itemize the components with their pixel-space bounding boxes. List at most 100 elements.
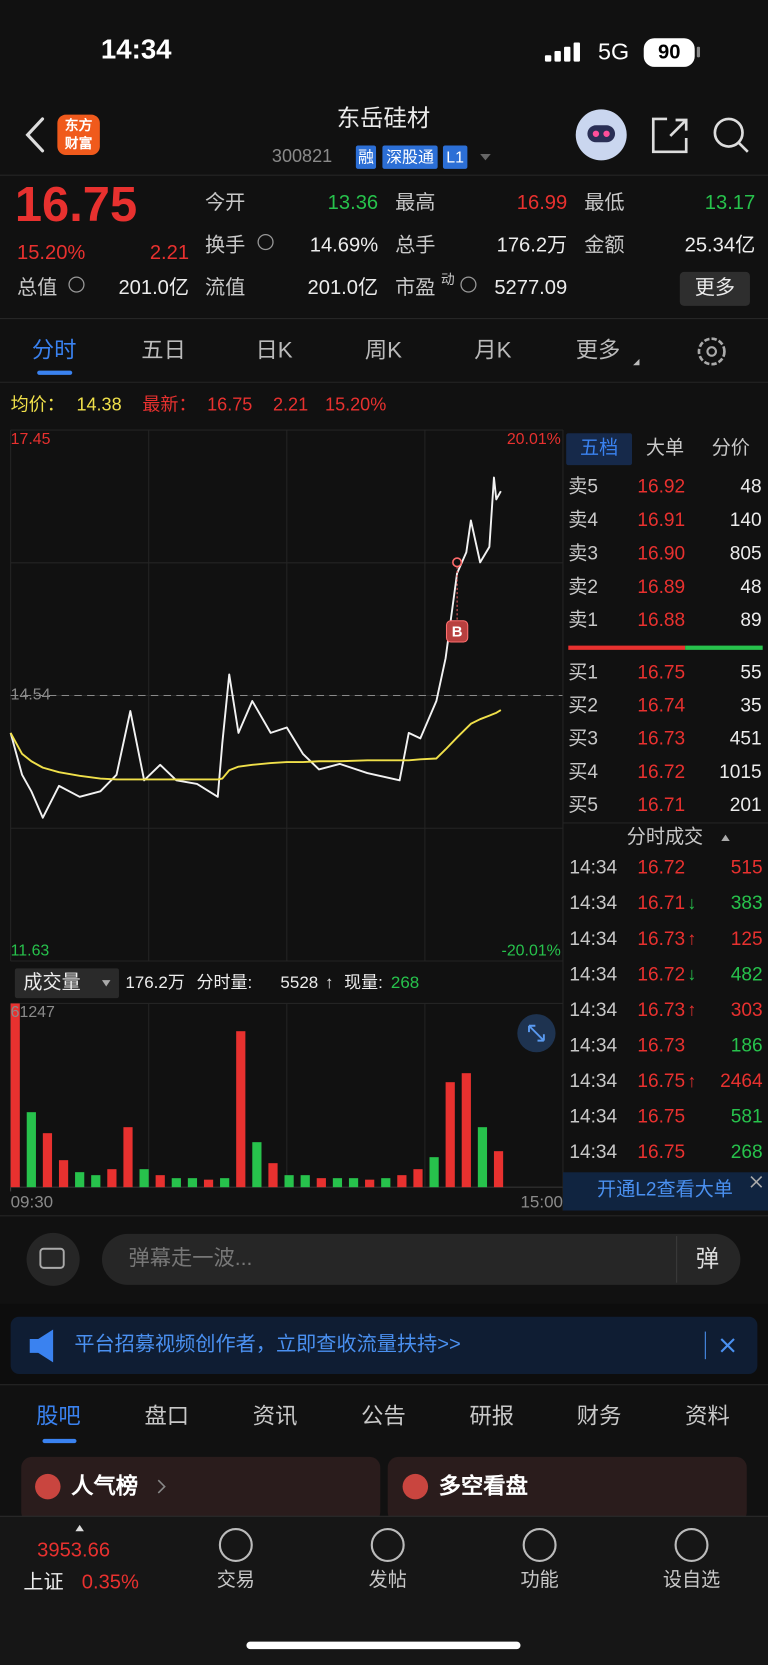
card[interactable] <box>21 1456 381 1523</box>
field-value: 25.34亿 <box>685 234 756 257</box>
card-title[interactable]: 人气榜 <box>71 1473 138 1499</box>
signal-bar <box>554 50 561 62</box>
book-volume: 451 <box>730 729 762 750</box>
l2-prompt[interactable]: 开通L2查看大单 <box>597 1178 733 1200</box>
content-tab[interactable]: 公告 <box>361 1403 406 1428</box>
trade-volume: 268 <box>731 1142 763 1163</box>
content-tab-underline <box>42 1438 77 1444</box>
chart-tab[interactable]: 更多 <box>576 337 621 362</box>
depth-bar-ask <box>685 645 763 650</box>
x-tick-label: 09:30 <box>11 1193 54 1212</box>
change: 2.21 <box>150 242 189 264</box>
panel-tab[interactable]: 分价 <box>712 437 750 459</box>
status-time: 14:34 <box>101 33 172 64</box>
trade-volume: 2464 <box>720 1071 763 1092</box>
nav-label[interactable]: 交易 <box>217 1569 255 1591</box>
danmaku-toggle[interactable] <box>26 1232 80 1286</box>
book-price: 16.74 <box>637 696 685 717</box>
danmaku-icon <box>39 1247 65 1269</box>
book-label: 买2 <box>568 696 598 717</box>
y-tick-label: 17.45 <box>11 431 51 448</box>
field-label: 最低 <box>584 191 624 214</box>
nav-icon[interactable] <box>674 1528 709 1562</box>
info-icon[interactable] <box>68 276 85 293</box>
info-icon[interactable] <box>257 234 274 251</box>
card[interactable] <box>387 1456 747 1523</box>
trade-price: 16.72 <box>637 858 685 879</box>
field-value: 201.0亿 <box>118 276 189 299</box>
avg-label: 均价： <box>11 394 65 414</box>
trade-time: 14:34 <box>569 1142 617 1163</box>
signal-bar <box>564 46 571 62</box>
more-button[interactable] <box>679 271 750 306</box>
nav-label[interactable]: 发帖 <box>369 1569 407 1591</box>
back-button[interactable] <box>25 117 45 153</box>
more-button-text[interactable]: 更多 <box>695 276 735 299</box>
nav-icon[interactable] <box>370 1528 405 1562</box>
avatar-face <box>587 125 616 143</box>
tag-dropdown[interactable] <box>480 153 491 161</box>
book-volume: 1015 <box>719 762 762 783</box>
danmaku-button[interactable]: 弹 <box>696 1246 719 1272</box>
index-name[interactable]: 上证 <box>23 1571 63 1594</box>
volume-bar <box>397 1175 407 1188</box>
book-volume: 201 <box>730 795 762 816</box>
volume-bar <box>381 1178 391 1188</box>
field-value: 13.36 <box>328 192 378 214</box>
content-tab[interactable]: 资讯 <box>253 1403 298 1428</box>
content-tab[interactable]: 研报 <box>470 1403 515 1428</box>
content-tab[interactable]: 财务 <box>577 1403 622 1428</box>
volume-selector-text[interactable]: 成交量 <box>23 971 80 993</box>
info-icon[interactable] <box>460 276 477 293</box>
nav-label[interactable]: 设自选 <box>663 1569 720 1591</box>
volume-bar <box>429 1157 439 1188</box>
book-label: 买5 <box>568 795 598 816</box>
book-price: 16.75 <box>637 662 685 683</box>
share-button[interactable] <box>651 117 688 154</box>
book-label: 卖1 <box>568 609 598 631</box>
signal-bar <box>573 42 580 62</box>
banner-text[interactable]: 平台招募视频创作者，立即查收流量扶持>> <box>74 1333 460 1356</box>
trade-marker[interactable] <box>452 557 463 568</box>
card-chevron <box>157 1479 166 1494</box>
content-tab[interactable]: 股吧 <box>36 1403 81 1428</box>
nav-label[interactable]: 功能 <box>520 1569 558 1591</box>
nav-icon[interactable] <box>522 1528 557 1562</box>
avatar-eye <box>603 130 610 137</box>
panel-tab[interactable]: 五档 <box>580 437 618 459</box>
trade-marker-label: B <box>452 624 463 640</box>
chart-tab[interactable]: 五日 <box>141 337 186 362</box>
volume-bar <box>171 1178 181 1188</box>
settings-button[interactable] <box>697 337 726 366</box>
search-button[interactable] <box>713 117 744 148</box>
field-label: 今开 <box>205 191 245 214</box>
volume-bar <box>477 1127 488 1188</box>
chart-tab[interactable]: 月K <box>474 337 511 362</box>
volume-selector[interactable] <box>14 968 119 999</box>
l2-close[interactable] <box>750 1175 763 1188</box>
trades-toggle[interactable] <box>721 834 730 841</box>
volume-bar <box>42 1133 53 1188</box>
nav-icon[interactable] <box>218 1528 253 1562</box>
trade-volume: 186 <box>731 1036 763 1057</box>
card-title[interactable]: 多空看盘 <box>439 1473 528 1499</box>
book-price: 16.92 <box>637 476 685 497</box>
change-pct: 15.20% <box>17 242 85 264</box>
index-change[interactable]: 0.35% <box>82 1572 139 1594</box>
trade-price: 16.72 <box>637 964 685 985</box>
volume-bar <box>493 1151 504 1188</box>
banner[interactable] <box>10 1316 758 1375</box>
index-value[interactable]: 3953.66 <box>37 1540 110 1562</box>
l2-prompt-bar[interactable] <box>562 1172 768 1211</box>
book-volume: 89 <box>740 610 761 631</box>
content-tab[interactable]: 资料 <box>685 1403 730 1428</box>
chart-tab[interactable]: 分时 <box>32 337 77 362</box>
volume-bar <box>316 1178 326 1188</box>
chart-tab[interactable]: 日K <box>255 337 292 362</box>
chart-tab[interactable]: 周K <box>365 337 402 362</box>
volume-bar <box>365 1179 375 1188</box>
banner-close[interactable] <box>720 1338 735 1353</box>
panel-tab[interactable]: 大单 <box>646 437 684 459</box>
comment-input[interactable] <box>101 1233 741 1285</box>
content-tab[interactable]: 盘口 <box>144 1403 189 1428</box>
